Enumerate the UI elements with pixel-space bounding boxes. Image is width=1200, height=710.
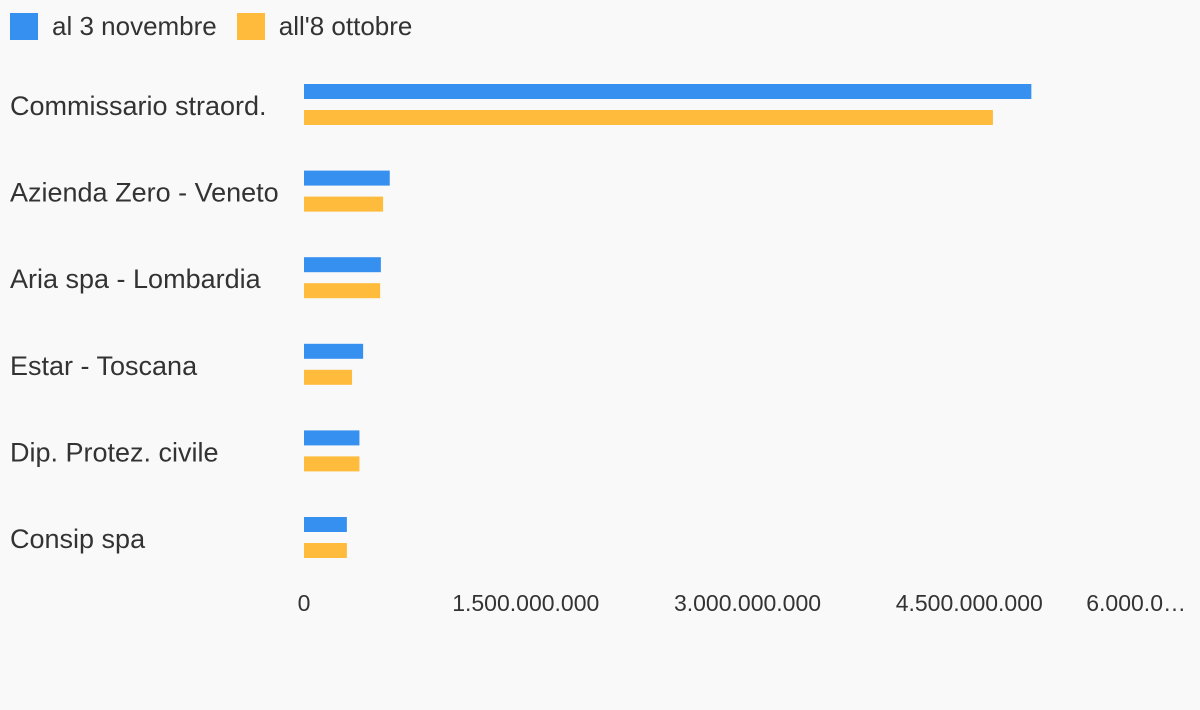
- category-label-aria-spa-lombardia: Aria spa - Lombardia: [10, 264, 262, 294]
- x-tick-label-5: 6.000.0…: [1086, 590, 1186, 616]
- legend-swatch-series-2: [236, 12, 265, 40]
- bar-aria-spa-lombardia-series-1[interactable]: [304, 257, 381, 273]
- bar-dip-protez-civile-series-1[interactable]: [304, 430, 360, 446]
- x-tick-label-2: 1.500.000.000: [452, 590, 599, 616]
- legend: al 3 novembre all'8 ottobre: [10, 10, 432, 42]
- bar-consip-spa-series-1[interactable]: [304, 517, 347, 532]
- category-label-dip-protez-civile: Dip. Protez. civile: [10, 437, 219, 467]
- legend-item-series-1[interactable]: al 3 novembre: [10, 11, 217, 42]
- x-tick-label-4: 4.500.000.000: [896, 590, 1043, 616]
- x-tick-label-1: 0: [298, 590, 311, 616]
- legend-item-series-2[interactable]: all'8 ottobre: [236, 10, 413, 42]
- bar-estar-toscana-series-1[interactable]: [304, 343, 364, 359]
- bar-estar-toscana-series-2[interactable]: [304, 369, 353, 385]
- category-label-estar-toscana: Estar - Toscana: [10, 351, 198, 381]
- category-label-commissario-straord: Commissario straord.: [10, 91, 267, 121]
- bar-azienda-zero-veneto-series-1[interactable]: [304, 170, 390, 186]
- bar-commissario-straord-series-1[interactable]: [304, 84, 1032, 99]
- bar-azienda-zero-veneto-series-2[interactable]: [304, 196, 384, 212]
- x-tick-label-3: 3.000.000.000: [674, 590, 821, 616]
- bar-aria-spa-lombardia-series-2[interactable]: [304, 283, 381, 299]
- bar-commissario-straord-series-2[interactable]: [304, 110, 993, 125]
- category-label-consip-spa: Consip spa: [10, 524, 146, 554]
- legend-label-series-1: al 3 novembre: [52, 10, 217, 41]
- legend-swatch-series-1: [10, 12, 38, 40]
- legend-label-series-2: all'8 ottobre: [278, 10, 413, 41]
- category-label-azienda-zero-veneto: Azienda Zero - Veneto: [10, 178, 279, 208]
- bar-consip-spa-series-2[interactable]: [304, 543, 347, 558]
- bar-dip-protez-civile-series-2[interactable]: [304, 456, 360, 472]
